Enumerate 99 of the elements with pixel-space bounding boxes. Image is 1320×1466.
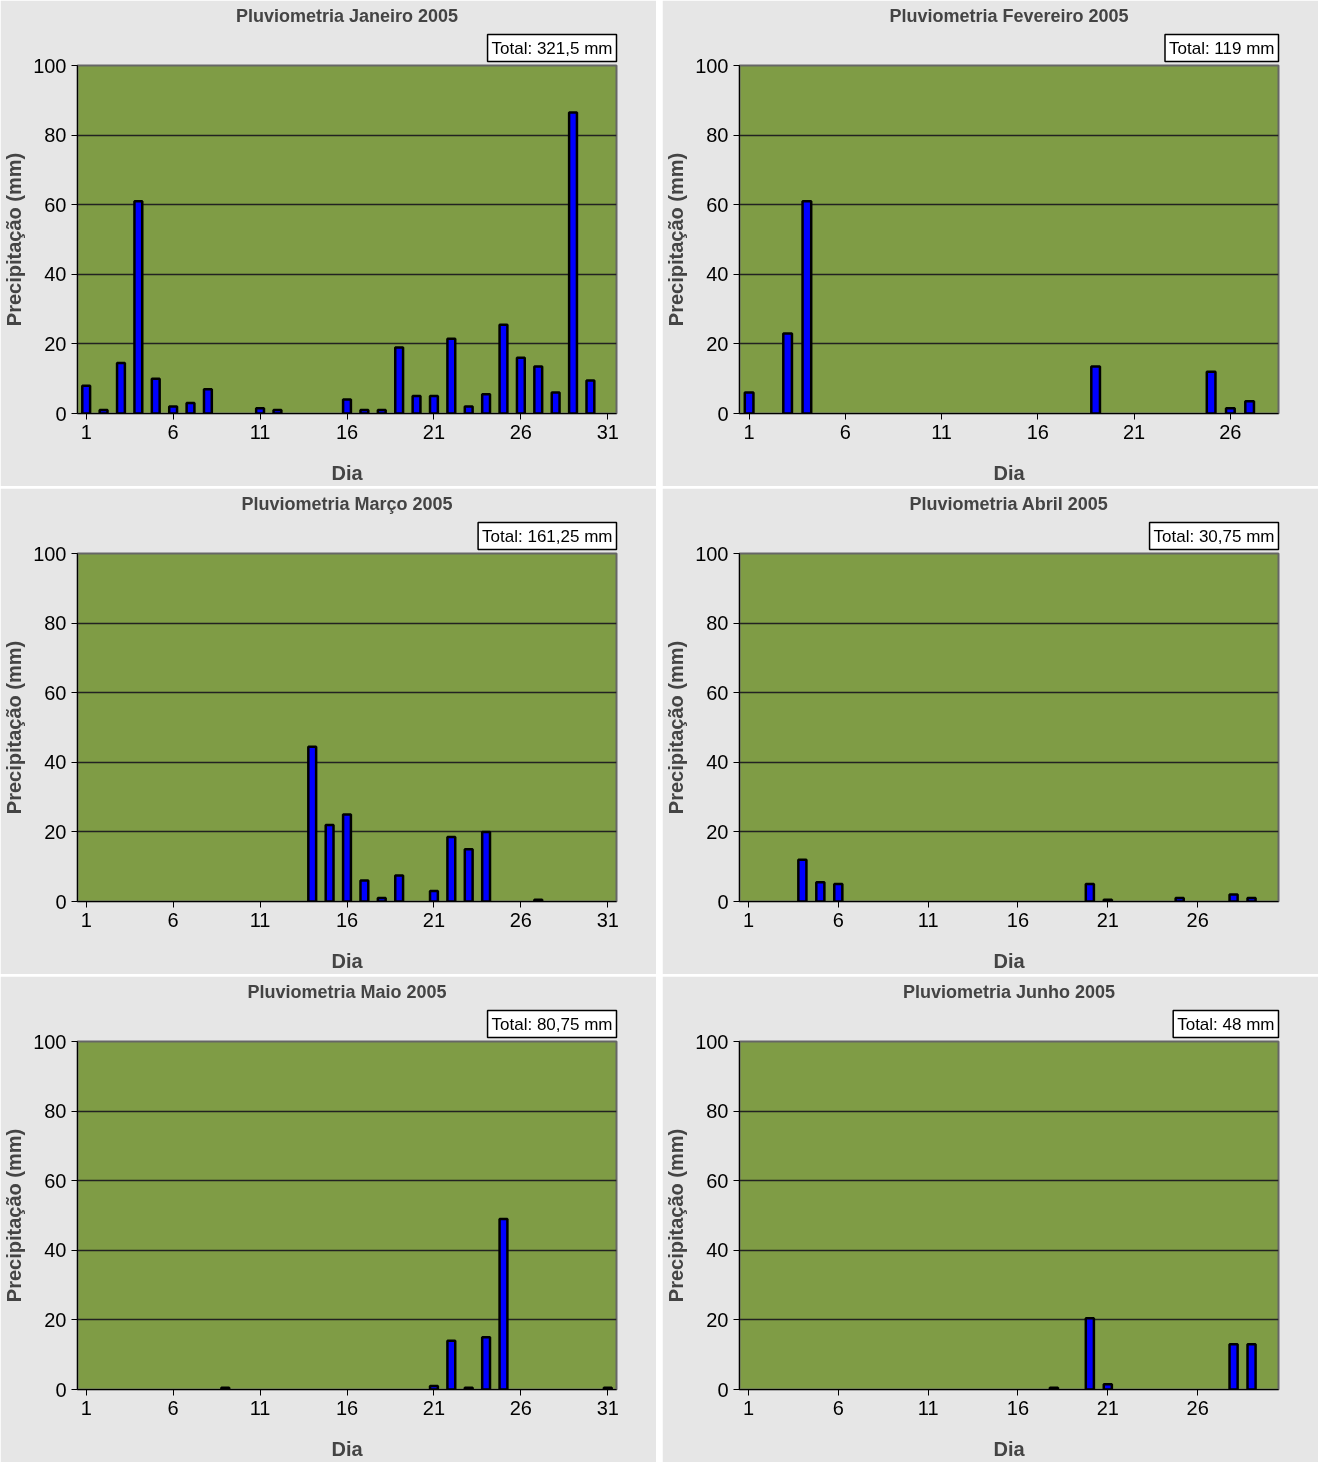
x-tick-label: 6 (832, 908, 844, 931)
y-tick-label: 100 (33, 54, 67, 77)
y-tick-label: 40 (44, 263, 67, 286)
x-tick-label: 31 (596, 1396, 619, 1419)
x-axis-title: Dia (993, 461, 1026, 484)
y-tick-label: 0 (55, 890, 67, 913)
y-tick-label: 20 (706, 1308, 729, 1331)
y-tick-label: 40 (44, 751, 67, 774)
y-tick-label: 80 (706, 124, 729, 147)
x-tick-label: 11 (249, 1396, 271, 1419)
text: Total: 80,75 mm (491, 1014, 613, 1034)
x-tick-label: 26 (509, 1396, 532, 1419)
y-tick-label: 80 (44, 124, 67, 147)
y-tick-label: 20 (44, 820, 67, 843)
y-tick-label: 100 (695, 542, 729, 565)
y-tick-label: 0 (717, 402, 729, 425)
x-tick-label: 16 (1026, 420, 1049, 443)
text: Total: 119 mm (1169, 38, 1275, 58)
x-tick-label: 26 (509, 908, 532, 931)
x-tick-label: 1 (80, 1396, 92, 1419)
x-tick-label: 6 (167, 908, 179, 931)
y-tick-label: 60 (706, 681, 729, 704)
y-tick-label: 20 (706, 820, 729, 843)
x-tick-label: 1 (742, 1396, 755, 1419)
x-tick-label: 11 (249, 420, 271, 443)
y-tick-label: 0 (717, 1378, 729, 1401)
x-tick-label: 11 (917, 908, 939, 931)
y-tick-label: 60 (706, 1169, 729, 1192)
x-tick-label: 21 (1096, 1396, 1119, 1419)
text: Total: 48 mm (1177, 1014, 1275, 1034)
y-tick-label: 60 (706, 193, 729, 216)
x-tick-label: 26 (509, 420, 532, 443)
y-axis-title: Precipitação (mm) (3, 152, 26, 327)
y-tick-label: 0 (717, 890, 729, 913)
y-tick-label: 60 (44, 193, 67, 216)
x-tick-label: 6 (167, 420, 179, 443)
x-tick-label: 1 (80, 420, 92, 443)
y-axis-title: Precipitação (mm) (665, 152, 688, 327)
x-tick-label: 26 (1186, 1396, 1209, 1419)
x-tick-label: 11 (917, 1396, 939, 1419)
x-tick-label: 16 (1006, 908, 1030, 931)
x-tick-label: 31 (596, 908, 619, 931)
y-tick-label: 20 (706, 332, 729, 355)
text: Total: 30,75 mm (1153, 526, 1275, 546)
y-tick-label: 60 (44, 681, 67, 704)
x-tick-label: 6 (832, 1396, 844, 1419)
x-tick-label: 1 (80, 908, 92, 931)
text: Total: 321,5 mm (491, 38, 613, 58)
y-tick-label: 100 (695, 54, 729, 77)
y-tick-label: 20 (44, 332, 67, 355)
y-tick-label: 80 (706, 1100, 729, 1123)
y-tick-label: 0 (55, 1378, 67, 1401)
chart-title: Pluviometria Março 2005 (241, 493, 453, 514)
x-tick-label: 11 (249, 908, 271, 931)
x-axis-title: Dia (331, 1437, 364, 1460)
y-tick-label: 80 (44, 1100, 67, 1123)
y-tick-label: 40 (706, 1239, 729, 1262)
chart-title: Pluviometria Janeiro 2005 (235, 5, 459, 26)
y-tick-label: 80 (44, 612, 67, 635)
y-axis-title: Precipitação (mm) (665, 640, 688, 815)
x-tick-label: 26 (1219, 420, 1242, 443)
x-axis-title: Dia (331, 461, 364, 484)
chart-title: Pluviometria Abril 2005 (909, 493, 1108, 514)
chart-title: Pluviometria Junho 2005 (902, 981, 1116, 1002)
x-tick-label: 6 (839, 420, 851, 443)
x-tick-label: 31 (596, 420, 619, 443)
y-tick-label: 100 (33, 542, 67, 565)
y-tick-label: 40 (44, 1239, 67, 1262)
y-tick-label: 0 (55, 402, 67, 425)
y-tick-label: 100 (33, 1030, 67, 1053)
x-tick-label: 21 (422, 1396, 446, 1419)
y-axis-title: Precipitação (mm) (3, 1128, 26, 1303)
x-axis-title: Dia (993, 949, 1026, 972)
y-tick-label: 40 (706, 751, 729, 774)
x-tick-label: 1 (743, 420, 755, 443)
y-tick-label: 60 (44, 1169, 67, 1192)
y-tick-label: 80 (706, 612, 729, 635)
x-axis-title: Dia (331, 949, 364, 972)
x-tick-label: 21 (1096, 908, 1119, 931)
y-tick-label: 40 (706, 263, 729, 286)
y-tick-label: 20 (44, 1308, 67, 1331)
x-axis-title: Dia (993, 1437, 1026, 1460)
x-tick-label: 21 (1123, 420, 1146, 443)
text: Total: 161,25 mm (482, 526, 613, 546)
x-tick-label: 16 (335, 908, 359, 931)
chart-title: Pluviometria Fevereiro 2005 (889, 5, 1129, 26)
y-axis-title: Precipitação (mm) (3, 640, 26, 815)
x-tick-label: 16 (1006, 1396, 1030, 1419)
x-tick-label: 26 (1186, 908, 1209, 931)
x-tick-label: 11 (931, 420, 953, 443)
x-tick-label: 21 (422, 908, 446, 931)
y-tick-label: 100 (695, 1030, 729, 1053)
chart-title: Pluviometria Maio 2005 (247, 981, 447, 1002)
x-tick-label: 21 (422, 420, 446, 443)
x-tick-label: 1 (742, 908, 755, 931)
y-axis-title: Precipitação (mm) (665, 1128, 688, 1303)
x-tick-label: 6 (167, 1396, 179, 1419)
x-tick-label: 16 (335, 420, 359, 443)
x-tick-label: 16 (335, 1396, 359, 1419)
